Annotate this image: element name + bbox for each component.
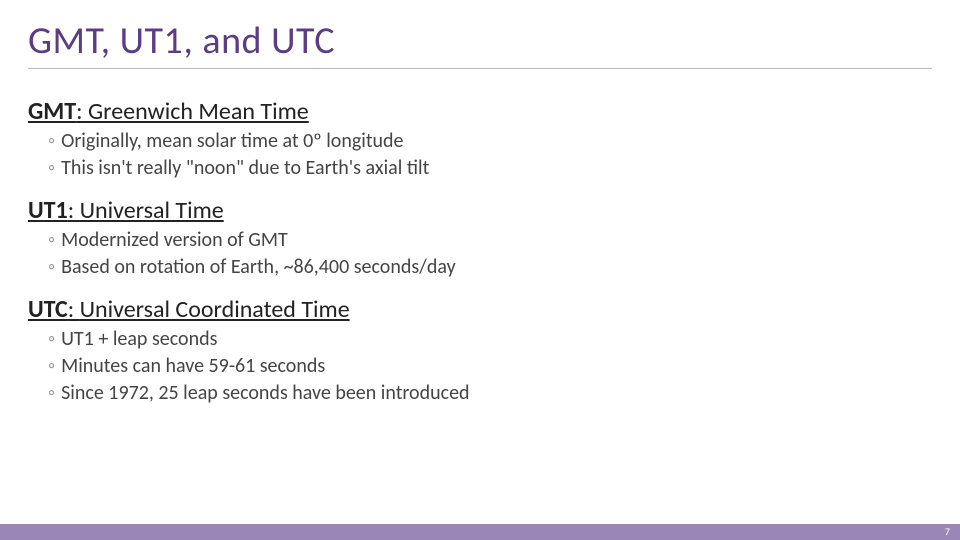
bullet-mark: ◦ <box>48 353 55 380</box>
bullet-text: Modernized version of GMT <box>61 227 288 254</box>
bullet-mark: ◦ <box>48 227 55 254</box>
bullets-ut1: ◦Modernized version of GMT ◦Based on rot… <box>28 227 932 281</box>
heading-ut1: UT1: Universal Time <box>28 196 932 225</box>
bullet-item: ◦Modernized version of GMT <box>48 227 932 254</box>
section-ut1: UT1: Universal Time ◦Modernized version … <box>28 196 932 281</box>
heading-abbr: UT1 <box>28 196 68 225</box>
heading-expansion: Universal Coordinated Time <box>80 295 350 324</box>
section-utc: UTC: Universal Coordinated Time ◦UT1 + l… <box>28 295 932 407</box>
heading-gmt: GMT: Greenwich Mean Time <box>28 97 932 126</box>
heading-expansion: Universal Time <box>80 196 224 225</box>
page-number: 7 <box>945 525 950 538</box>
heading-sep: : <box>68 196 80 225</box>
bullets-utc: ◦UT1 + leap seconds ◦Minutes can have 59… <box>28 326 932 407</box>
bullet-item: ◦UT1 + leap seconds <box>48 326 932 353</box>
bullet-text: Since 1972, 25 leap seconds have been in… <box>61 380 469 407</box>
bullet-item: ◦Minutes can have 59-61 seconds <box>48 353 932 380</box>
heading-sep: : <box>68 295 80 324</box>
bullets-gmt: ◦Originally, mean solar time at 0º longi… <box>28 128 932 182</box>
bullet-mark: ◦ <box>48 155 55 182</box>
bullet-item: ◦This isn't really "noon" due to Earth's… <box>48 155 932 182</box>
bullet-mark: ◦ <box>48 326 55 353</box>
bullet-mark: ◦ <box>48 128 55 155</box>
heading-abbr: GMT <box>28 97 76 126</box>
heading-utc: UTC: Universal Coordinated Time <box>28 295 932 324</box>
heading-sep: : <box>76 97 88 126</box>
section-gmt: GMT: Greenwich Mean Time ◦Originally, me… <box>28 97 932 182</box>
slide: GMT, UT1, and UTC GMT: Greenwich Mean Ti… <box>0 0 960 540</box>
title-rule <box>28 68 932 69</box>
bullet-item: ◦Based on rotation of Earth, ~86,400 sec… <box>48 254 932 281</box>
heading-abbr: UTC <box>28 295 68 324</box>
bullet-text: Based on rotation of Earth, ~86,400 seco… <box>61 254 456 281</box>
bullet-text: This isn't really "noon" due to Earth's … <box>61 155 429 182</box>
bullet-text: Minutes can have 59-61 seconds <box>61 353 325 380</box>
bullet-item: ◦Originally, mean solar time at 0º longi… <box>48 128 932 155</box>
heading-expansion: Greenwich Mean Time <box>88 97 309 126</box>
bullet-item: ◦Since 1972, 25 leap seconds have been i… <box>48 380 932 407</box>
footer-bar: 7 <box>0 524 960 540</box>
slide-title: GMT, UT1, and UTC <box>28 18 932 64</box>
bullet-mark: ◦ <box>48 254 55 281</box>
bullet-mark: ◦ <box>48 380 55 407</box>
bullet-text: Originally, mean solar time at 0º longit… <box>61 128 403 155</box>
bullet-text: UT1 + leap seconds <box>61 326 217 353</box>
